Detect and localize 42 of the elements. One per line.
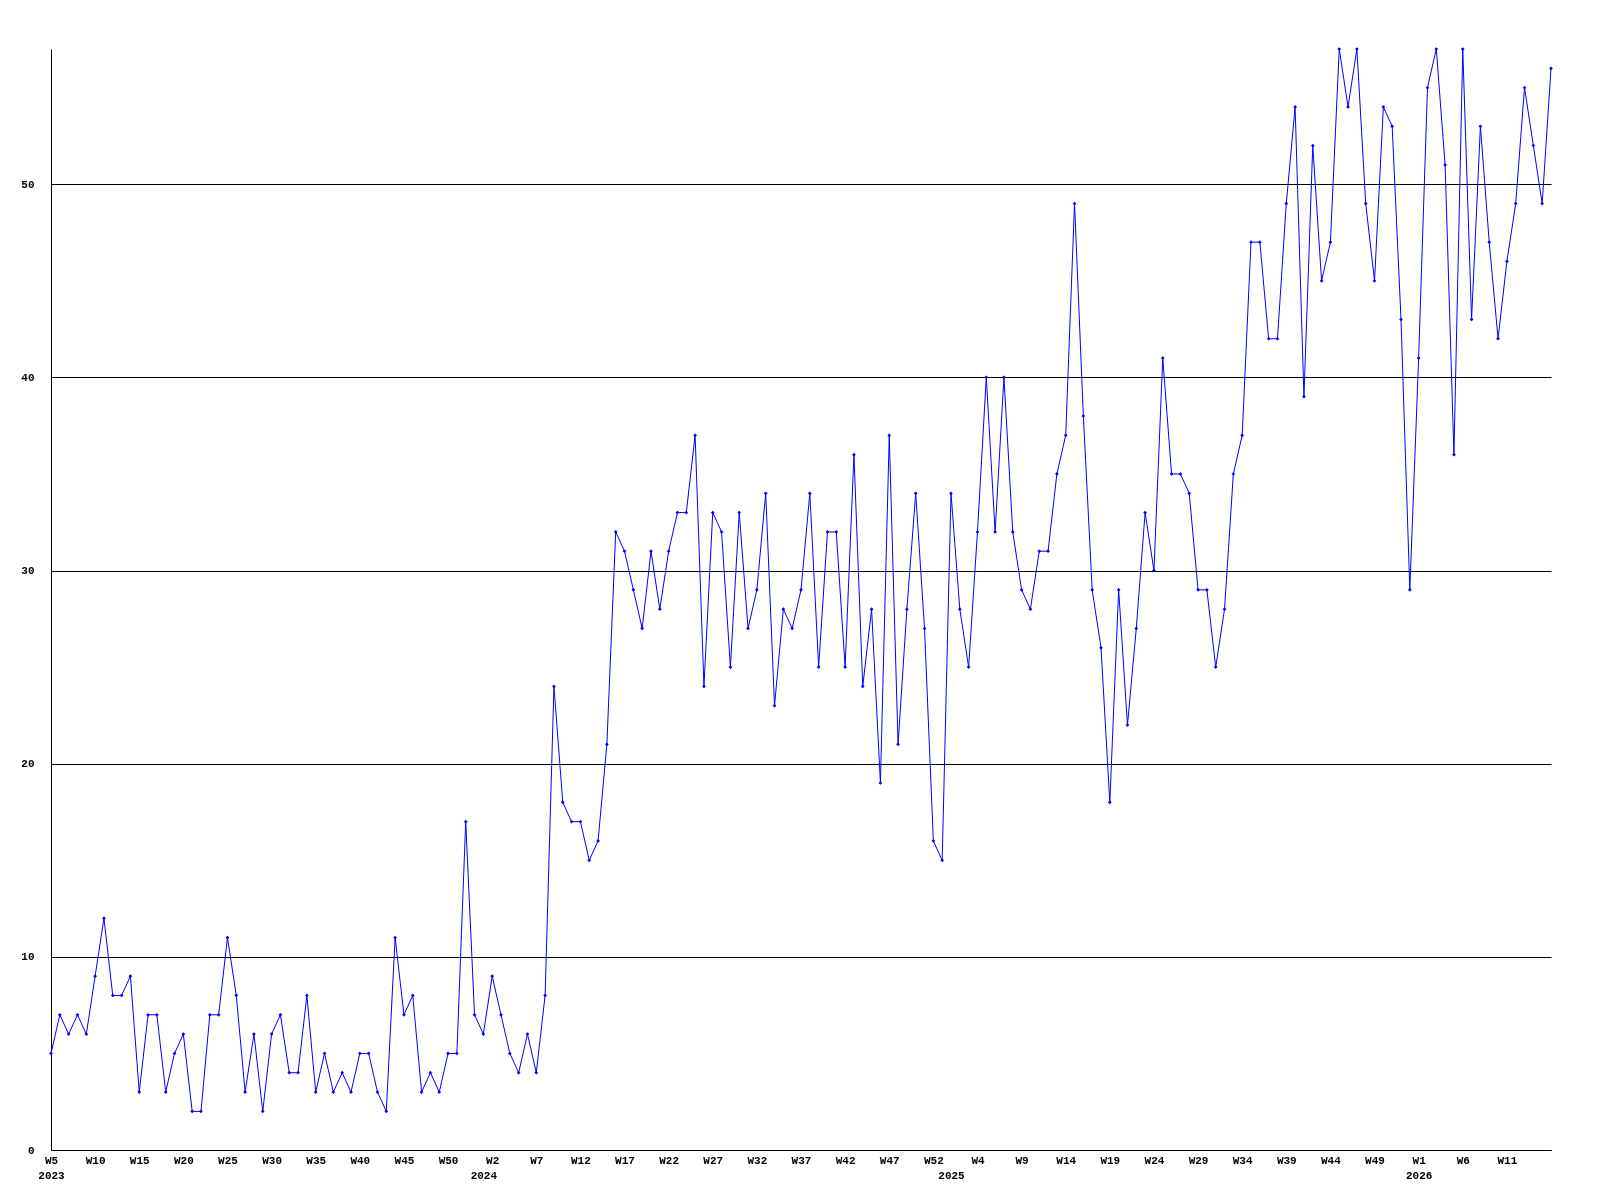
x-tick-label: W11	[1497, 1154, 1518, 1167]
x-tick-label: W30	[262, 1154, 282, 1167]
x-tick-label: W22	[659, 1154, 680, 1167]
x-tick-label: W6	[1456, 1154, 1470, 1167]
x-tick-label: W15	[129, 1154, 151, 1167]
y-tick-label: 0	[27, 1144, 35, 1157]
x-tick-label: W35	[306, 1154, 327, 1167]
x-tick-label: 2025	[938, 1169, 966, 1182]
x-tick-label: 2024	[470, 1169, 498, 1182]
x-tick-label: W5 2023	[38, 1154, 66, 1182]
x-tick-label: W49	[1365, 1154, 1385, 1167]
x-tick-label: W7	[530, 1154, 544, 1167]
y-tick-label: 30	[21, 565, 35, 578]
y-tick-label: 20	[21, 758, 35, 771]
x-tick-label: W4	[971, 1154, 985, 1167]
x-tick-label: W17	[615, 1154, 635, 1167]
x-tick-label: W34	[1232, 1154, 1253, 1167]
x-tick-label: W29	[1188, 1154, 1209, 1167]
x-tick-label: W27	[703, 1154, 724, 1167]
x-tick-label: W37	[791, 1154, 812, 1167]
y-tick-label: 10	[21, 951, 35, 964]
x-tick-label: W9	[1015, 1154, 1029, 1167]
x-tick-label: W50	[438, 1154, 459, 1167]
x-tick-label: W39	[1276, 1154, 1297, 1167]
x-tick-label: W42	[835, 1154, 856, 1167]
x-tick-label: W32	[747, 1154, 768, 1167]
x-tick-label: W10	[85, 1154, 106, 1167]
x-tick-label: W20	[173, 1154, 194, 1167]
x-tick-label: W52	[923, 1154, 944, 1167]
x-tick-label: W45	[394, 1154, 415, 1167]
y-tick-label: 50	[21, 178, 35, 191]
x-tick-label: W25	[218, 1154, 239, 1167]
x-tick-label: W19	[1100, 1154, 1121, 1167]
x-tick-label: W1 2026	[1405, 1154, 1433, 1182]
x-tick-label: W44	[1321, 1154, 1342, 1167]
y-tick-label: 40	[21, 371, 35, 384]
x-tick-label: W2	[486, 1154, 500, 1167]
x-tick-label: W12	[571, 1154, 591, 1167]
x-tick-label: W40	[350, 1154, 371, 1167]
x-tick-label: W24	[1144, 1154, 1165, 1167]
x-tick-label: W14	[1056, 1154, 1077, 1167]
x-tick-label: W47	[879, 1154, 900, 1167]
